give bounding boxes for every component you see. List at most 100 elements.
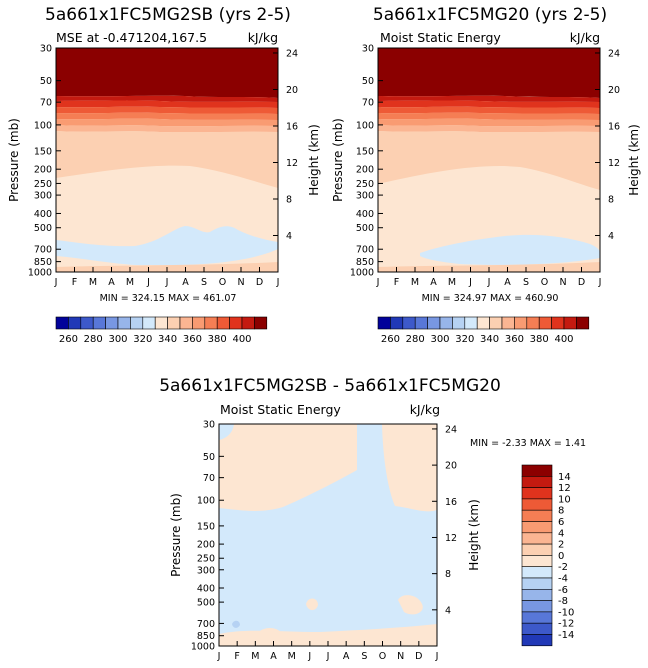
height-tick-label: 8 (286, 194, 292, 205)
pressure-tick-label: 30 (203, 420, 215, 431)
panel-3-warm-blob-1 (257, 628, 282, 634)
colorbar-label: -8 (558, 596, 568, 607)
colorbar-label: 8 (558, 506, 564, 517)
month-tick-label: J (598, 277, 602, 288)
colorbar-swatch (501, 316, 515, 330)
pressure-tick-label: 1000 (191, 642, 215, 653)
panel-2-subtitle-right: kJ/kg (570, 30, 600, 45)
colorbar-swatch (538, 316, 552, 330)
colorbar-swatch (521, 600, 553, 613)
colorbar-swatch (521, 521, 553, 534)
colorbar-label: 300 (108, 334, 127, 345)
colorbar-swatch (521, 622, 553, 635)
height-tick-label: 8 (608, 194, 614, 205)
panel-3-warm-surface (219, 624, 437, 646)
colorbar-label: 4 (558, 528, 564, 539)
panel-1-height-label: Height (km) (307, 124, 321, 195)
pressure-tick-label: 850 (197, 631, 215, 642)
panel-3-warm-upper-right (382, 424, 437, 512)
panel-2-band-2 (378, 95, 600, 102)
pressure-tick-label: 400 (34, 209, 52, 220)
pressure-tick-label: 50 (40, 76, 52, 87)
colorbar-swatch (192, 316, 206, 330)
pressure-tick-label: 500 (34, 223, 52, 234)
pressure-tick-label: 400 (197, 583, 215, 594)
height-tick-label: 12 (445, 533, 457, 544)
colorbar-swatch (377, 316, 391, 330)
colorbar-swatch (254, 316, 268, 330)
height-tick-label: 16 (445, 497, 457, 508)
month-tick-label: N (397, 651, 404, 662)
colorbar-label: -6 (558, 585, 568, 596)
colorbar-swatch (55, 316, 69, 330)
panel-1-plot (55, 47, 279, 273)
panel-1-band-2 (56, 95, 278, 102)
panel-1-band-7 (56, 125, 278, 133)
height-tick-label: 4 (445, 605, 451, 616)
colorbar-swatch (452, 316, 466, 330)
panel-1-title: 5a661x1FC5MG2SB (yrs 2-5) (45, 5, 291, 25)
colorbar-swatch (427, 316, 441, 330)
month-tick-label: J (276, 277, 280, 288)
panel-1-band-top (56, 48, 278, 98)
colorbar-swatch (526, 316, 540, 330)
pressure-tick-label: 70 (40, 98, 52, 109)
colorbar-swatch (521, 566, 553, 579)
colorbar-label: 10 (558, 494, 571, 505)
colorbar-swatch (563, 316, 577, 330)
colorbar-label: 360 (183, 334, 202, 345)
panel-3-height-axis: 4 8 12 16 20 24 (432, 424, 457, 616)
colorbar-swatch (216, 316, 230, 330)
month-tick-label: A (430, 277, 437, 288)
pressure-tick-label: 30 (362, 44, 374, 55)
panel-1-band-8 (56, 131, 278, 188)
panel-1-min-max: MIN = 324.15 MAX = 461.07 (100, 293, 237, 304)
month-tick-label: M (448, 277, 456, 288)
month-tick-label: N (237, 277, 244, 288)
panel-3-warm-upper-left (219, 424, 357, 511)
month-tick-label: A (504, 277, 511, 288)
colorbar-label: 260 (381, 334, 400, 345)
panel-2-pressure-label: Pressure (mb) (331, 118, 345, 202)
colorbar-label: -12 (558, 619, 574, 630)
panel-1-subtitle-left: MSE at -0.471204,167.5 (56, 30, 207, 45)
colorbar-swatch (521, 532, 553, 545)
panel-2-subtitle-left: Moist Static Energy (380, 30, 501, 45)
pressure-tick-label: 250 (34, 179, 52, 190)
colorbar-swatch (521, 498, 553, 511)
colorbar-swatch (489, 316, 503, 330)
height-tick-label: 20 (445, 461, 457, 472)
panel-1-band-6 (56, 118, 278, 127)
month-tick-label: A (343, 651, 350, 662)
month-tick-label: J (146, 277, 150, 288)
height-tick-label: 20 (608, 85, 620, 96)
pressure-tick-label: 250 (356, 179, 374, 190)
pressure-tick-label: 50 (203, 452, 215, 463)
month-tick-label: S (361, 651, 367, 662)
colorbar-swatch (204, 316, 218, 330)
month-tick-label: D (256, 277, 263, 288)
pressure-tick-label: 300 (197, 565, 215, 576)
colorbar-swatch (576, 316, 590, 330)
month-tick-label: M (126, 277, 134, 288)
colorbar-swatch (229, 316, 243, 330)
month-tick-label: J (165, 277, 169, 288)
month-tick-label: J (468, 277, 472, 288)
colorbar-label: 300 (430, 334, 449, 345)
panel-2-band-7 (378, 125, 600, 133)
panel-1-subtitle-right: kJ/kg (248, 30, 278, 45)
colorbar-swatch (80, 316, 94, 330)
colorbar-label: 14 (558, 472, 571, 483)
colorbar-swatch (92, 316, 106, 330)
height-tick-label: 4 (286, 231, 292, 242)
colorbar-swatch (521, 509, 553, 522)
colorbar-label: 400 (232, 334, 251, 345)
panel-2-title: 5a661x1FC5MG20 (yrs 2-5) (373, 5, 607, 25)
panel-2-band-8 (378, 131, 600, 190)
height-tick-label: 12 (608, 158, 620, 169)
panel-2-height-axis: 4 8 12 16 20 24 (595, 48, 620, 242)
month-tick-label: M (411, 277, 419, 288)
